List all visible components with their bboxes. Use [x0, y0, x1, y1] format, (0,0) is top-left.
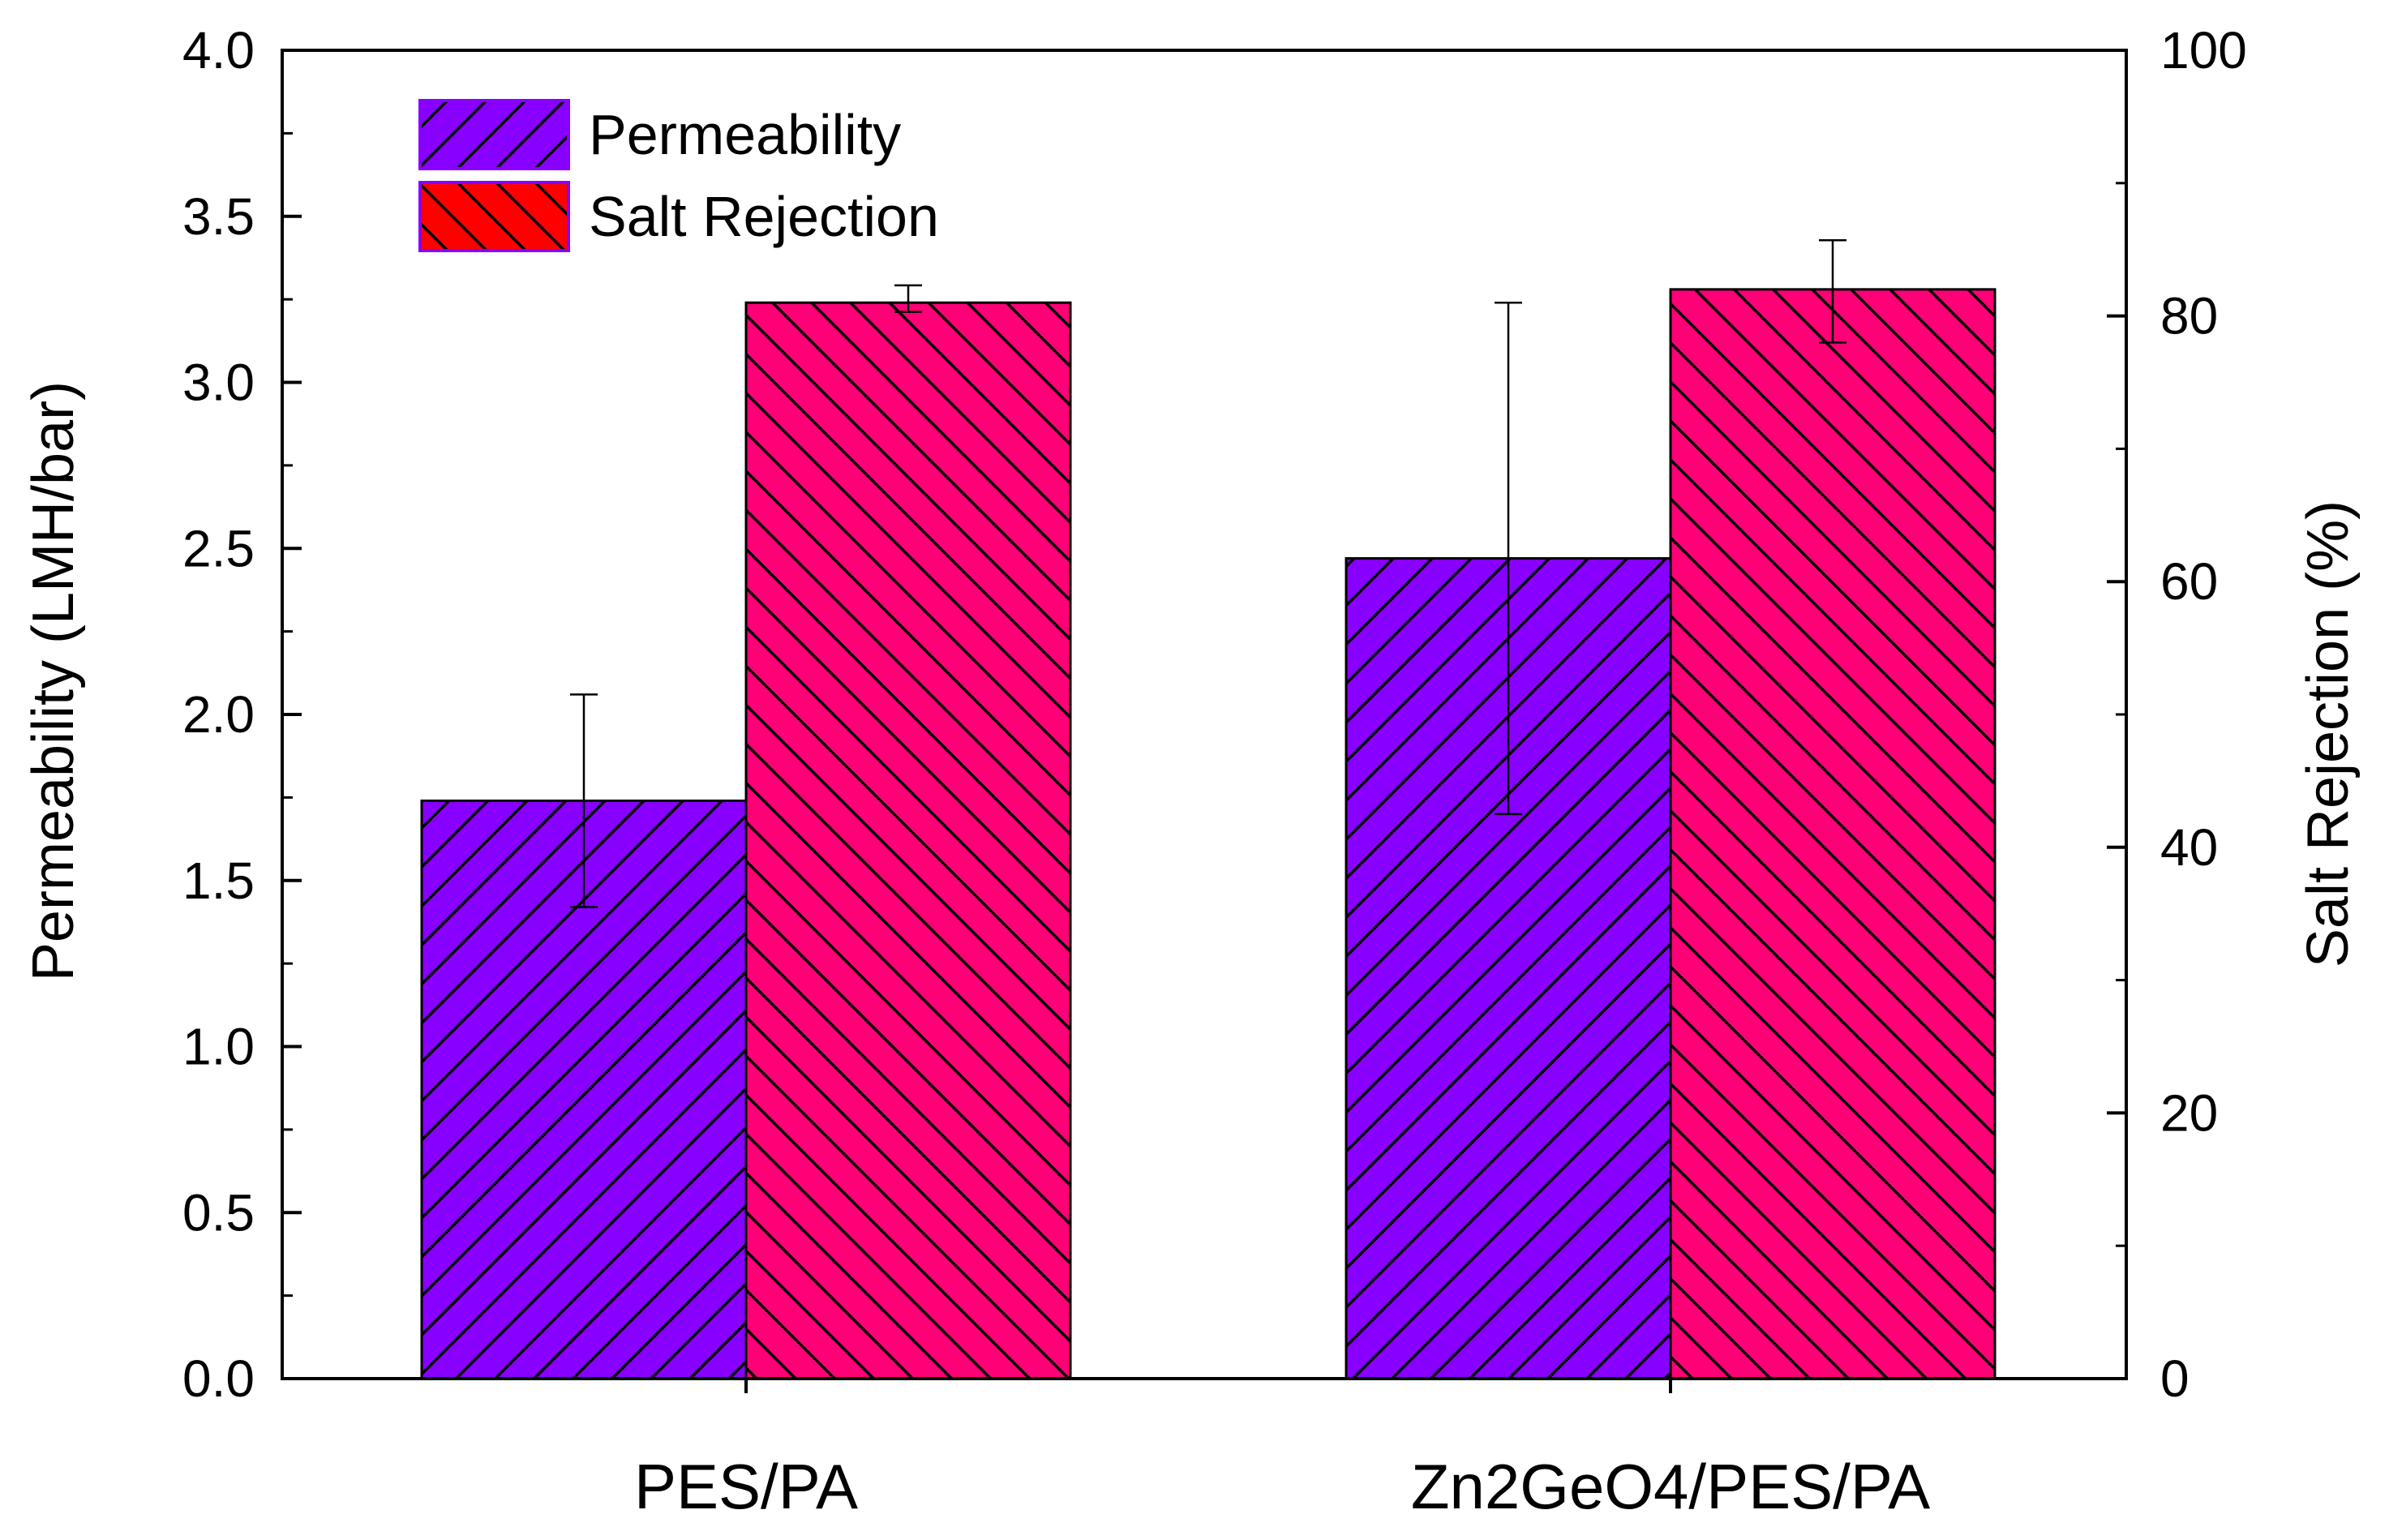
right-tick-label: 20	[2160, 1083, 2218, 1142]
legend: Permeability Salt Rejection	[418, 99, 939, 252]
left-tick-label: 1.5	[182, 852, 255, 910]
legend-label-permeability: Permeability	[589, 103, 901, 166]
left-axis-title: Permeability (LMH/bar)	[21, 381, 86, 981]
right-tick-label: 80	[2160, 287, 2218, 345]
legend-label-salt-rejection: Salt Rejection	[589, 185, 939, 248]
legend-swatch-salt-rejection	[418, 181, 570, 252]
right-tick-label: 100	[2160, 21, 2247, 79]
left-tick-label: 2.5	[182, 519, 255, 577]
right-tick-label: 60	[2160, 552, 2218, 611]
left-tick-label: 1.0	[182, 1018, 255, 1076]
left-tick-label: 0.0	[182, 1349, 255, 1408]
axes-layer: 0.0 0.5 1.0 1.5 2.0 2.5 3.0 3.5 4.0 0 20 40 60 80 100 P…	[182, 21, 2247, 1522]
right-tick-label: 40	[2160, 818, 2218, 877]
category-label-0: PES/PA	[634, 1451, 858, 1522]
left-tick-label: 3.5	[182, 187, 255, 246]
left-tick-label: 3.0	[182, 354, 255, 412]
bars-layer	[420, 288, 1997, 1380]
right-axis-title: Salt Rejection (%)	[2296, 500, 2361, 967]
left-tick-label: 2.0	[182, 685, 255, 744]
bar-salt-rejection-0	[744, 301, 1072, 1380]
error-bars-layer	[570, 238, 1846, 908]
category-label-1: Zn2GeO4/PES/PA	[1411, 1451, 1930, 1522]
bar-salt-rejection-1	[1669, 288, 1997, 1380]
legend-swatch-permeability	[418, 99, 570, 170]
left-tick-label: 4.0	[182, 21, 255, 79]
left-tick-label: 0.5	[182, 1183, 255, 1242]
right-tick-label: 0	[2160, 1349, 2190, 1408]
